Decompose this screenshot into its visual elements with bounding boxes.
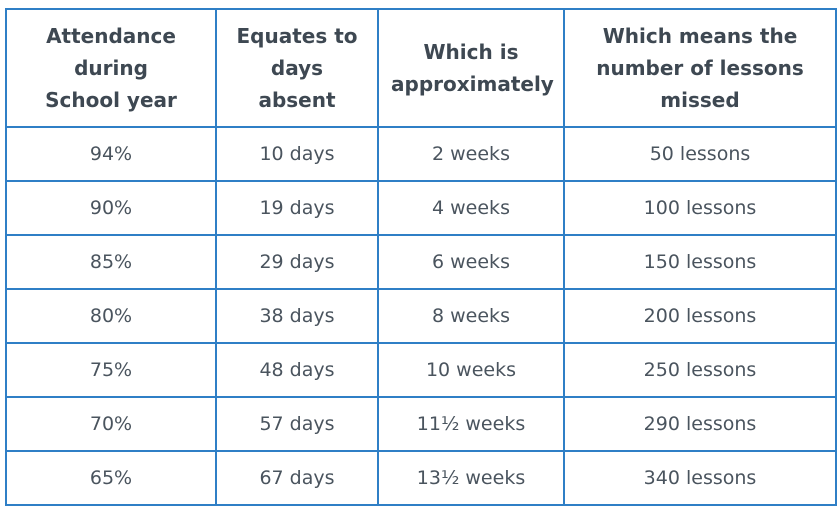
cell-attendance: 70% xyxy=(5,396,217,452)
cell-attendance: 65% xyxy=(5,450,217,506)
cell-lessons-missed: 340 lessons xyxy=(563,450,837,506)
table-row: 65% 67 days 13½ weeks 340 lessons xyxy=(5,450,837,506)
cell-lessons-missed: 100 lessons xyxy=(563,180,837,236)
header-attendance: Attendance during School year xyxy=(5,8,217,128)
cell-approximately: 6 weeks xyxy=(377,234,565,290)
cell-approximately: 10 weeks xyxy=(377,342,565,398)
table-body: 94% 10 days 2 weeks 50 lessons 90% 19 da… xyxy=(5,126,837,506)
cell-days-absent: 29 days xyxy=(215,234,379,290)
cell-lessons-missed: 290 lessons xyxy=(563,396,837,452)
table-row: 70% 57 days 11½ weeks 290 lessons xyxy=(5,396,837,452)
cell-days-absent: 19 days xyxy=(215,180,379,236)
cell-approximately: 2 weeks xyxy=(377,126,565,182)
table-row: 90% 19 days 4 weeks 100 lessons xyxy=(5,180,837,236)
table-row: 85% 29 days 6 weeks 150 lessons xyxy=(5,234,837,290)
cell-lessons-missed: 200 lessons xyxy=(563,288,837,344)
table-header: Attendance during School year Equates to… xyxy=(5,8,837,128)
header-approximately-label: Which is approximately xyxy=(391,40,554,96)
table-row: 94% 10 days 2 weeks 50 lessons xyxy=(5,126,837,182)
cell-days-absent: 38 days xyxy=(215,288,379,344)
cell-approximately: 4 weeks xyxy=(377,180,565,236)
cell-attendance: 85% xyxy=(5,234,217,290)
header-lessons-missed: Which means the number of lessons missed xyxy=(563,8,837,128)
cell-attendance: 75% xyxy=(5,342,217,398)
cell-attendance: 90% xyxy=(5,180,217,236)
cell-lessons-missed: 150 lessons xyxy=(563,234,837,290)
table-row: 80% 38 days 8 weeks 200 lessons xyxy=(5,288,837,344)
header-approximately: Which is approximately xyxy=(377,8,565,128)
cell-approximately: 11½ weeks xyxy=(377,396,565,452)
table-row: 75% 48 days 10 weeks 250 lessons xyxy=(5,342,837,398)
cell-approximately: 13½ weeks xyxy=(377,450,565,506)
header-row: Attendance during School year Equates to… xyxy=(5,8,837,128)
cell-days-absent: 10 days xyxy=(215,126,379,182)
header-days-absent-label: Equates to days absent xyxy=(236,24,358,112)
header-attendance-label: Attendance during School year xyxy=(45,24,177,112)
cell-lessons-missed: 50 lessons xyxy=(563,126,837,182)
cell-days-absent: 48 days xyxy=(215,342,379,398)
cell-days-absent: 57 days xyxy=(215,396,379,452)
cell-approximately: 8 weeks xyxy=(377,288,565,344)
cell-attendance: 94% xyxy=(5,126,217,182)
header-days-absent: Equates to days absent xyxy=(215,8,379,128)
cell-lessons-missed: 250 lessons xyxy=(563,342,837,398)
attendance-table: Attendance during School year Equates to… xyxy=(5,8,837,506)
cell-attendance: 80% xyxy=(5,288,217,344)
header-lessons-missed-label: Which means the number of lessons missed xyxy=(596,24,804,112)
cell-days-absent: 67 days xyxy=(215,450,379,506)
